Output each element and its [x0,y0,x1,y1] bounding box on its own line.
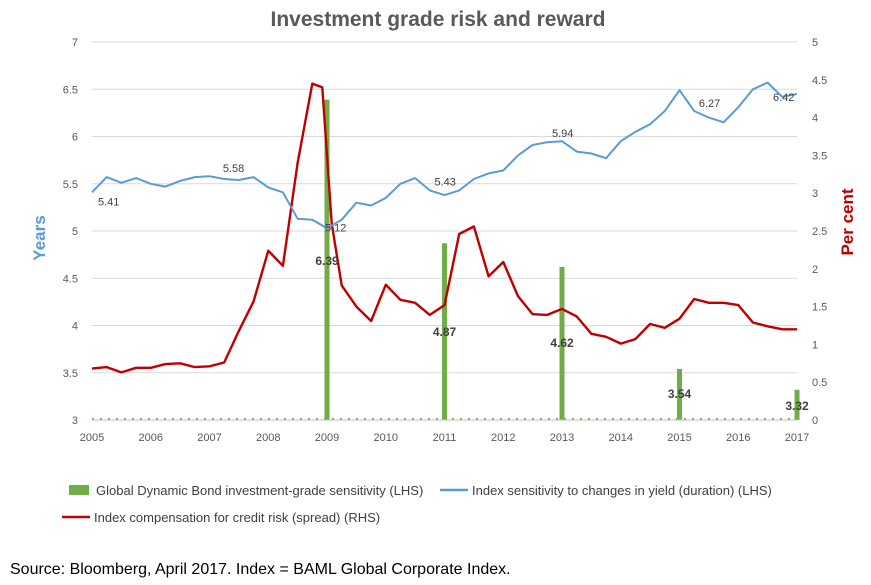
legend-label-duration: Index sensitivity to changes in yield (d… [472,483,772,498]
x-tick-label: 2005 [80,432,104,444]
bar-data-label: 6.39 [315,254,339,268]
x-tick-label: 2007 [197,432,221,444]
y-right-tick-label: 2 [812,264,818,276]
chart-title: Investment grade risk and reward [271,8,606,31]
legend: Global Dynamic Bond investment-grade sen… [62,483,772,525]
y-right-tick-label: 1.5 [812,302,827,314]
y-left-tick-label: 5.5 [63,179,78,191]
line-series [91,81,798,374]
y-right-tick-label: 1 [812,339,818,351]
y-right-tick-label: 0 [812,415,818,427]
legend-label-bond-sensitivity: Global Dynamic Bond investment-grade sen… [96,483,423,498]
y-left-tick-label: 3.5 [63,368,78,380]
duration-data-label: 5.12 [325,223,346,235]
x-tick-label: 2008 [256,432,280,444]
bar [677,368,682,420]
y-right-tick-label: 2.5 [812,226,827,238]
y-right-tick-label: 4.5 [812,75,827,87]
x-tick-label: 2017 [785,432,809,444]
bar [324,99,330,421]
y-right-tick-label: 3.5 [812,150,827,162]
x-tick-label: 2009 [315,432,339,444]
y-axis-left-title: Years [30,215,49,260]
y-left-tick-label: 3 [72,415,78,427]
duration-data-label: 5.43 [435,176,456,188]
x-tick-label: 2012 [491,432,515,444]
bar-data-label: 3.54 [668,387,692,401]
y-left-tick-label: 4 [72,321,78,333]
y-left-tick-label: 6.5 [63,84,78,96]
source-note: Source: Bloomberg, April 2017. Index = B… [10,561,511,578]
y-left-tick-label: 5 [72,226,78,238]
data-labels: 6.39 4.87 4.62 3.54 3.32 5.41 5.58 5.12 5.43 5.94… [98,92,809,413]
y-left-tick-label: 6 [72,132,78,144]
bar-data-label: 4.62 [550,336,574,350]
bar-series [92,99,800,421]
x-tick-label: 2014 [609,432,633,444]
y-right-tick-label: 0.5 [812,377,827,389]
y-right-tick-label: 3 [812,188,818,200]
duration-data-label: 6.27 [699,98,720,110]
x-tick-label: 2016 [726,432,750,444]
bar-data-label: 3.32 [785,399,809,413]
bar [442,243,447,420]
x-tick-label: 2006 [139,432,163,444]
duration-data-label: 6.42 [773,92,794,104]
bar [559,266,565,420]
duration-line [91,81,798,230]
x-tick-label: 2015 [667,432,691,444]
duration-data-label: 5.58 [223,163,244,175]
y-right-tick-label: 4 [812,113,818,125]
y-left-tick-label: 4.5 [63,273,78,285]
duration-data-label: 5.41 [98,196,119,208]
y-left-tick-label: 7 [72,37,78,49]
legend-label-spread: Index compensation for credit risk (spre… [94,510,380,525]
y-right-tick-label: 5 [812,37,818,49]
bar [794,389,800,420]
bar-data-label: 4.87 [433,325,457,339]
spread-line [91,82,797,374]
duration-data-label: 5.94 [552,128,573,140]
x-tick-label: 2011 [433,432,457,444]
x-tick-label: 2013 [550,432,574,444]
legend-swatch-bar [69,485,89,495]
axes: 33.544.555.566.5700.511.522.533.544.5520… [63,37,828,444]
x-tick-label: 2010 [374,432,398,444]
y-axis-right-title: Per cent [838,188,857,255]
